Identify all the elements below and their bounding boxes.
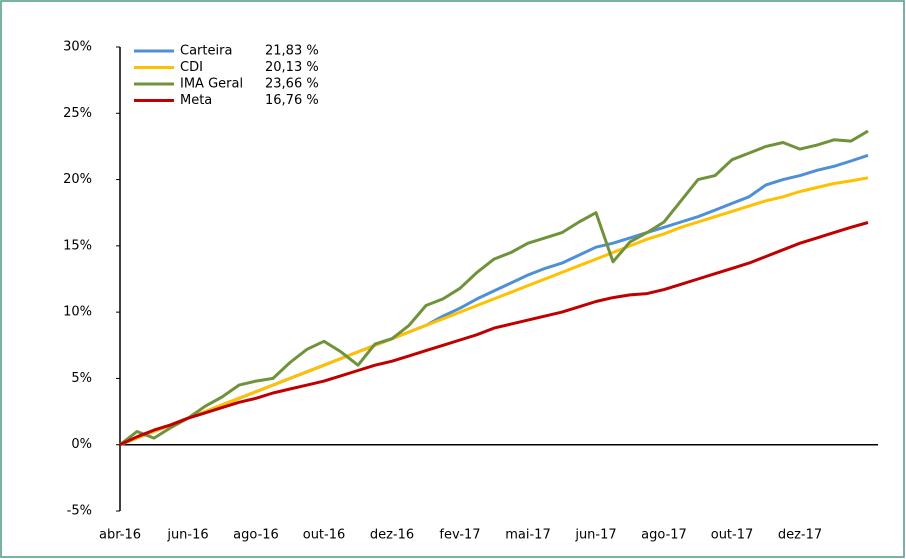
y-tick-label: 15% [63,238,92,253]
y-tick-label: 10% [63,305,92,320]
y-tick-label: 25% [63,106,92,121]
y-tick-label: -5% [67,504,92,519]
legend-value: 20,13 % [265,60,319,75]
x-tick-label: mai-17 [505,528,550,543]
legend-value: 23,66 % [265,77,319,92]
y-tick-label: 0% [71,437,92,452]
legend-label: IMA Geral [180,77,243,92]
x-tick-label: out-16 [303,528,346,543]
x-tick-label: fev-17 [439,528,480,543]
legend-value: 21,83 % [265,44,319,59]
x-tick-label: ago-16 [233,528,279,543]
y-tick-label: 5% [71,371,92,386]
legend-label: Carteira [180,44,232,59]
series-line [119,221,869,447]
x-tick-label: jun-17 [574,528,616,543]
legend-label: Meta [180,93,212,108]
x-tick-label: dez-16 [370,528,414,543]
series-line [119,176,869,447]
x-tick-label: dez-17 [778,528,822,543]
y-tick-label: 30% [63,40,92,55]
y-tick-label: 20% [63,172,92,187]
series-line [119,129,869,446]
legend-value: 16,76 % [265,93,319,108]
legend-label: CDI [180,60,203,75]
x-tick-label: abr-16 [99,528,141,543]
x-tick-label: out-17 [711,528,754,543]
x-tick-label: ago-17 [641,528,687,543]
x-tick-label: jun-16 [166,528,208,543]
